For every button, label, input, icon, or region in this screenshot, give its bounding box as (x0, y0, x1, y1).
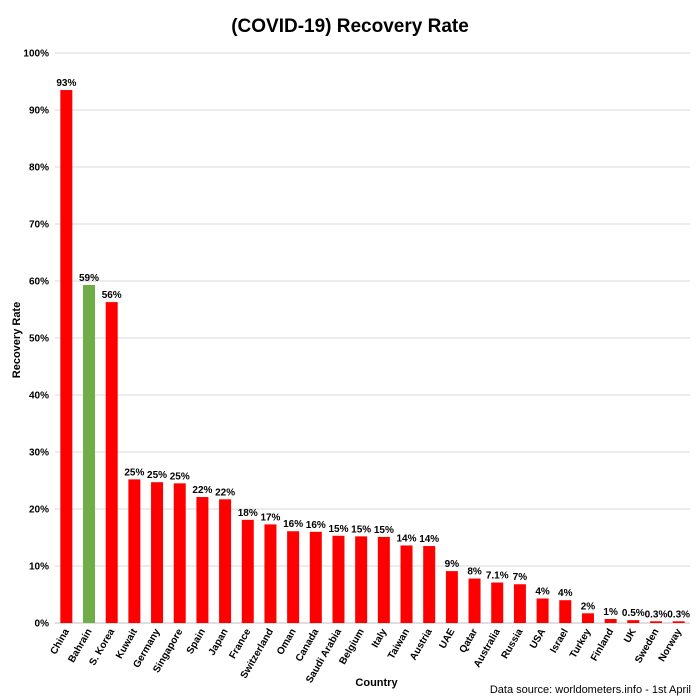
y-tick-label: 90% (29, 106, 49, 117)
data-label: 0.3% (645, 609, 668, 620)
bar-kuwait (128, 479, 141, 623)
data-label: 14% (397, 533, 417, 544)
bar-sweden (649, 621, 662, 623)
y-tick-label: 0% (35, 619, 50, 630)
source-note: Data source: worldometers.info - 1st Apr… (489, 684, 691, 696)
y-axis-ticks: 0% 10% 20% 30% 40% 50% 60% 70% 80% 90% 100% (23, 49, 49, 630)
x-tick-label: Japan (207, 627, 231, 658)
data-label: 15% (328, 524, 348, 535)
bar-russia (513, 584, 526, 623)
data-label: 56% (102, 290, 122, 301)
chart-title: (COVID-19) Recovery Rate (231, 16, 469, 37)
bar-france (241, 519, 254, 623)
y-tick-label: 100% (23, 49, 49, 60)
x-tick-label: UAE (437, 627, 457, 651)
data-label: 7% (513, 572, 528, 583)
bar-usa (536, 598, 549, 623)
x-tick-label: Israel (548, 627, 571, 655)
y-tick-label: 10% (29, 562, 49, 573)
y-tick-label: 50% (29, 334, 49, 345)
data-label: 7.1% (486, 571, 509, 582)
bar-qatar (468, 578, 481, 623)
data-labels: 93%59%56%25% 25% 25%22% 22%18% 17%16% 16% 15% 1… (56, 78, 690, 620)
bar-turkey (581, 613, 594, 623)
y-tick-label: 60% (29, 277, 49, 288)
bar-singapore (173, 483, 186, 623)
data-label: 1% (603, 607, 618, 618)
data-label: 4% (535, 586, 550, 597)
data-label: 93% (56, 78, 76, 89)
data-label: 22% (215, 487, 235, 498)
bar-norway (672, 621, 685, 623)
data-label: 16% (306, 520, 326, 531)
bar-finland (604, 619, 617, 623)
bar-bahrain (83, 284, 96, 623)
data-label: 15% (374, 525, 394, 536)
bar-australia (491, 582, 504, 623)
bar-japan (219, 499, 232, 623)
x-tick-label: Oman (275, 627, 299, 657)
bar-spain (196, 497, 209, 623)
bar-germany (151, 482, 164, 623)
data-label: 25% (147, 470, 167, 481)
x-tick-label: UK (622, 626, 639, 645)
bar-belgium (355, 536, 368, 623)
data-label: 8% (467, 567, 482, 578)
grid-lines (55, 52, 690, 624)
bar-switzerland (264, 524, 277, 623)
bar-taiwan (400, 545, 413, 623)
bar-oman (287, 531, 300, 623)
y-tick-label: 80% (29, 163, 49, 174)
x-tick-label: Russia (500, 627, 526, 661)
bar-china (60, 90, 73, 624)
data-label: 0.5% (622, 608, 645, 619)
x-tick-label: Italy (370, 627, 390, 650)
bars (60, 90, 685, 624)
bar-israel (559, 600, 572, 623)
data-label: 59% (79, 273, 99, 284)
y-tick-label: 30% (29, 448, 49, 459)
data-label: 4% (558, 588, 573, 599)
data-label: 15% (351, 524, 371, 535)
bar-s-korea (105, 302, 118, 623)
data-label: 18% (238, 508, 258, 519)
bar-saudi-arabia (332, 535, 345, 623)
x-tick-label: Austria (408, 627, 435, 663)
data-label: 22% (192, 485, 212, 496)
data-label: 25% (124, 467, 144, 478)
bar-italy (377, 536, 390, 623)
y-tick-label: 20% (29, 505, 49, 516)
data-label: 25% (170, 471, 190, 482)
bar-austria (423, 546, 436, 623)
bar-uk (627, 620, 640, 623)
x-tick-label: Spain (185, 627, 208, 656)
x-axis-label: Country (355, 677, 398, 689)
data-label: 9% (445, 559, 460, 570)
x-tick-label: Qatar (458, 627, 481, 655)
x-tick-label: China (49, 627, 73, 657)
y-tick-label: 40% (29, 391, 49, 402)
y-axis-label: Recovery Rate (11, 301, 23, 379)
data-label: 17% (260, 512, 280, 523)
y-tick-label: 70% (29, 220, 49, 231)
data-label: 16% (283, 519, 303, 530)
data-label: 0.3% (667, 609, 690, 620)
data-label: 14% (419, 534, 439, 545)
x-tick-label: USA (528, 627, 548, 651)
bar-uae (445, 571, 458, 623)
bar-canada (309, 531, 322, 623)
data-label: 2% (581, 601, 596, 612)
